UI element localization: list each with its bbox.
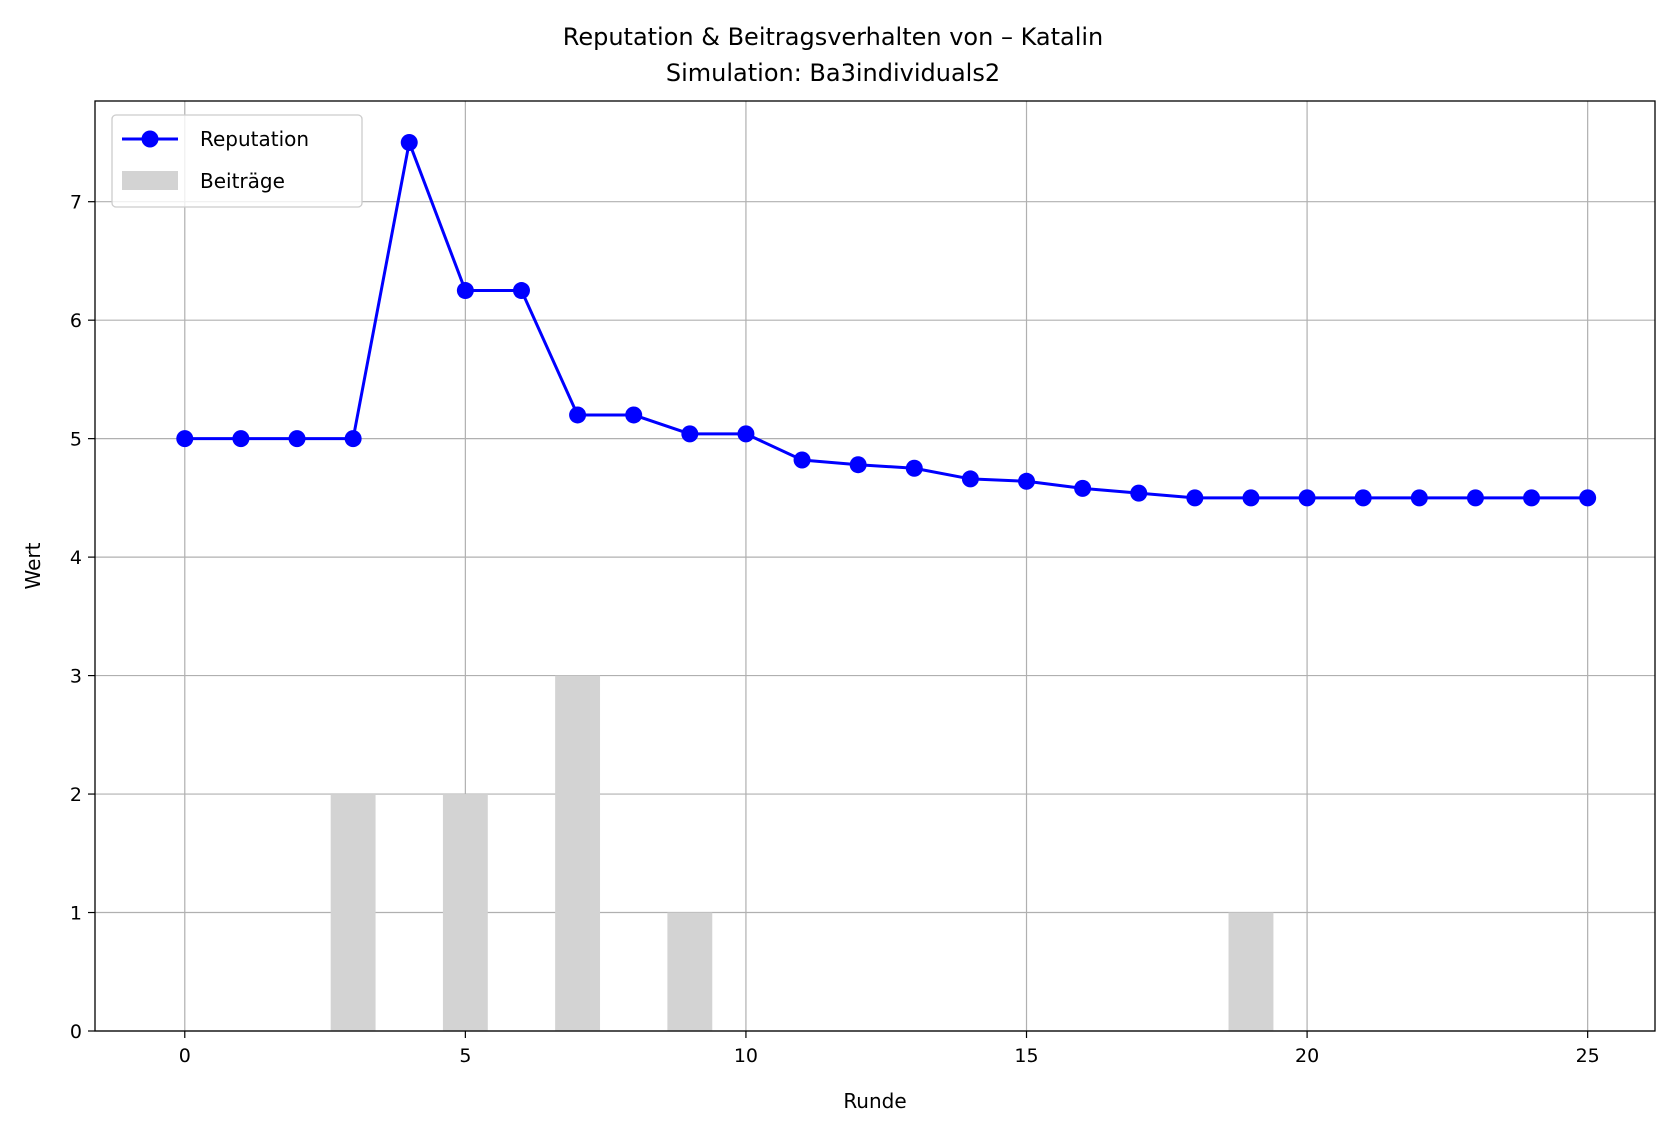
chart-title: Reputation & Beitragsverhalten von – Kat… xyxy=(563,23,1104,51)
legend-reputation-marker xyxy=(141,130,159,148)
y-tick-label: 0 xyxy=(70,1021,82,1043)
y-tick-label: 6 xyxy=(70,310,82,332)
reputation-point xyxy=(1354,489,1372,507)
x-tick-label: 5 xyxy=(459,1045,471,1067)
contribution-bar xyxy=(330,794,376,1031)
reputation-point xyxy=(1410,489,1428,507)
legend-contributions-label: Beiträge xyxy=(200,169,285,193)
x-axis-label: Runde xyxy=(843,1089,906,1113)
contribution-bar xyxy=(555,675,601,1031)
grid xyxy=(95,101,1655,1032)
reputation-point xyxy=(288,430,306,448)
reputation-point xyxy=(456,282,474,300)
reputation-point xyxy=(849,456,867,474)
reputation-point xyxy=(737,425,755,443)
x-tick-label: 0 xyxy=(179,1045,191,1067)
contribution-bars xyxy=(330,675,1274,1031)
reputation-point xyxy=(1579,489,1597,507)
x-tick-label: 10 xyxy=(734,1045,758,1067)
reputation-point xyxy=(512,282,530,300)
x-tick-label: 20 xyxy=(1295,1045,1319,1067)
contribution-bar xyxy=(667,912,713,1031)
legend-contributions-swatch xyxy=(122,171,178,190)
reputation-point xyxy=(400,133,418,151)
y-tick-label: 2 xyxy=(70,784,82,806)
reputation-line xyxy=(184,140,1588,500)
reputation-point xyxy=(625,406,643,424)
axis-ticks: 0 5 10 15 20 25 0 1 2 3 4 5 6 7 xyxy=(70,192,1600,1067)
reputation-point xyxy=(1018,472,1036,490)
reputation-point xyxy=(961,470,979,488)
y-tick-label: 5 xyxy=(70,429,82,451)
x-tick-label: 25 xyxy=(1576,1045,1600,1067)
reputation-series xyxy=(176,133,1597,507)
reputation-point xyxy=(1242,489,1260,507)
y-tick-label: 1 xyxy=(70,903,82,925)
y-axis-label: Wert xyxy=(21,542,45,589)
reputation-point xyxy=(176,430,194,448)
y-tick-label: 3 xyxy=(70,666,82,688)
contribution-bar xyxy=(1228,912,1274,1031)
y-tick-label: 4 xyxy=(70,547,82,569)
reputation-point xyxy=(905,459,923,477)
reputation-point xyxy=(344,430,362,448)
reputation-point xyxy=(1466,489,1484,507)
y-tick-label: 7 xyxy=(70,192,82,214)
reputation-point xyxy=(1074,479,1092,497)
legend: Reputation Beiträge xyxy=(111,114,363,208)
contribution-bar xyxy=(442,794,488,1031)
reputation-point xyxy=(1186,489,1204,507)
reputation-point xyxy=(793,451,811,469)
reputation-point xyxy=(569,406,587,424)
chart-subtitle: Simulation: Ba3individuals2 xyxy=(666,59,1000,87)
x-tick-label: 15 xyxy=(1014,1045,1038,1067)
legend-reputation-label: Reputation xyxy=(200,127,309,151)
reputation-point xyxy=(681,425,699,443)
reputation-point xyxy=(232,430,250,448)
reputation-point xyxy=(1130,484,1148,502)
reputation-point xyxy=(1523,489,1541,507)
plot-frame xyxy=(94,100,1656,1032)
reputation-point xyxy=(1298,489,1316,507)
